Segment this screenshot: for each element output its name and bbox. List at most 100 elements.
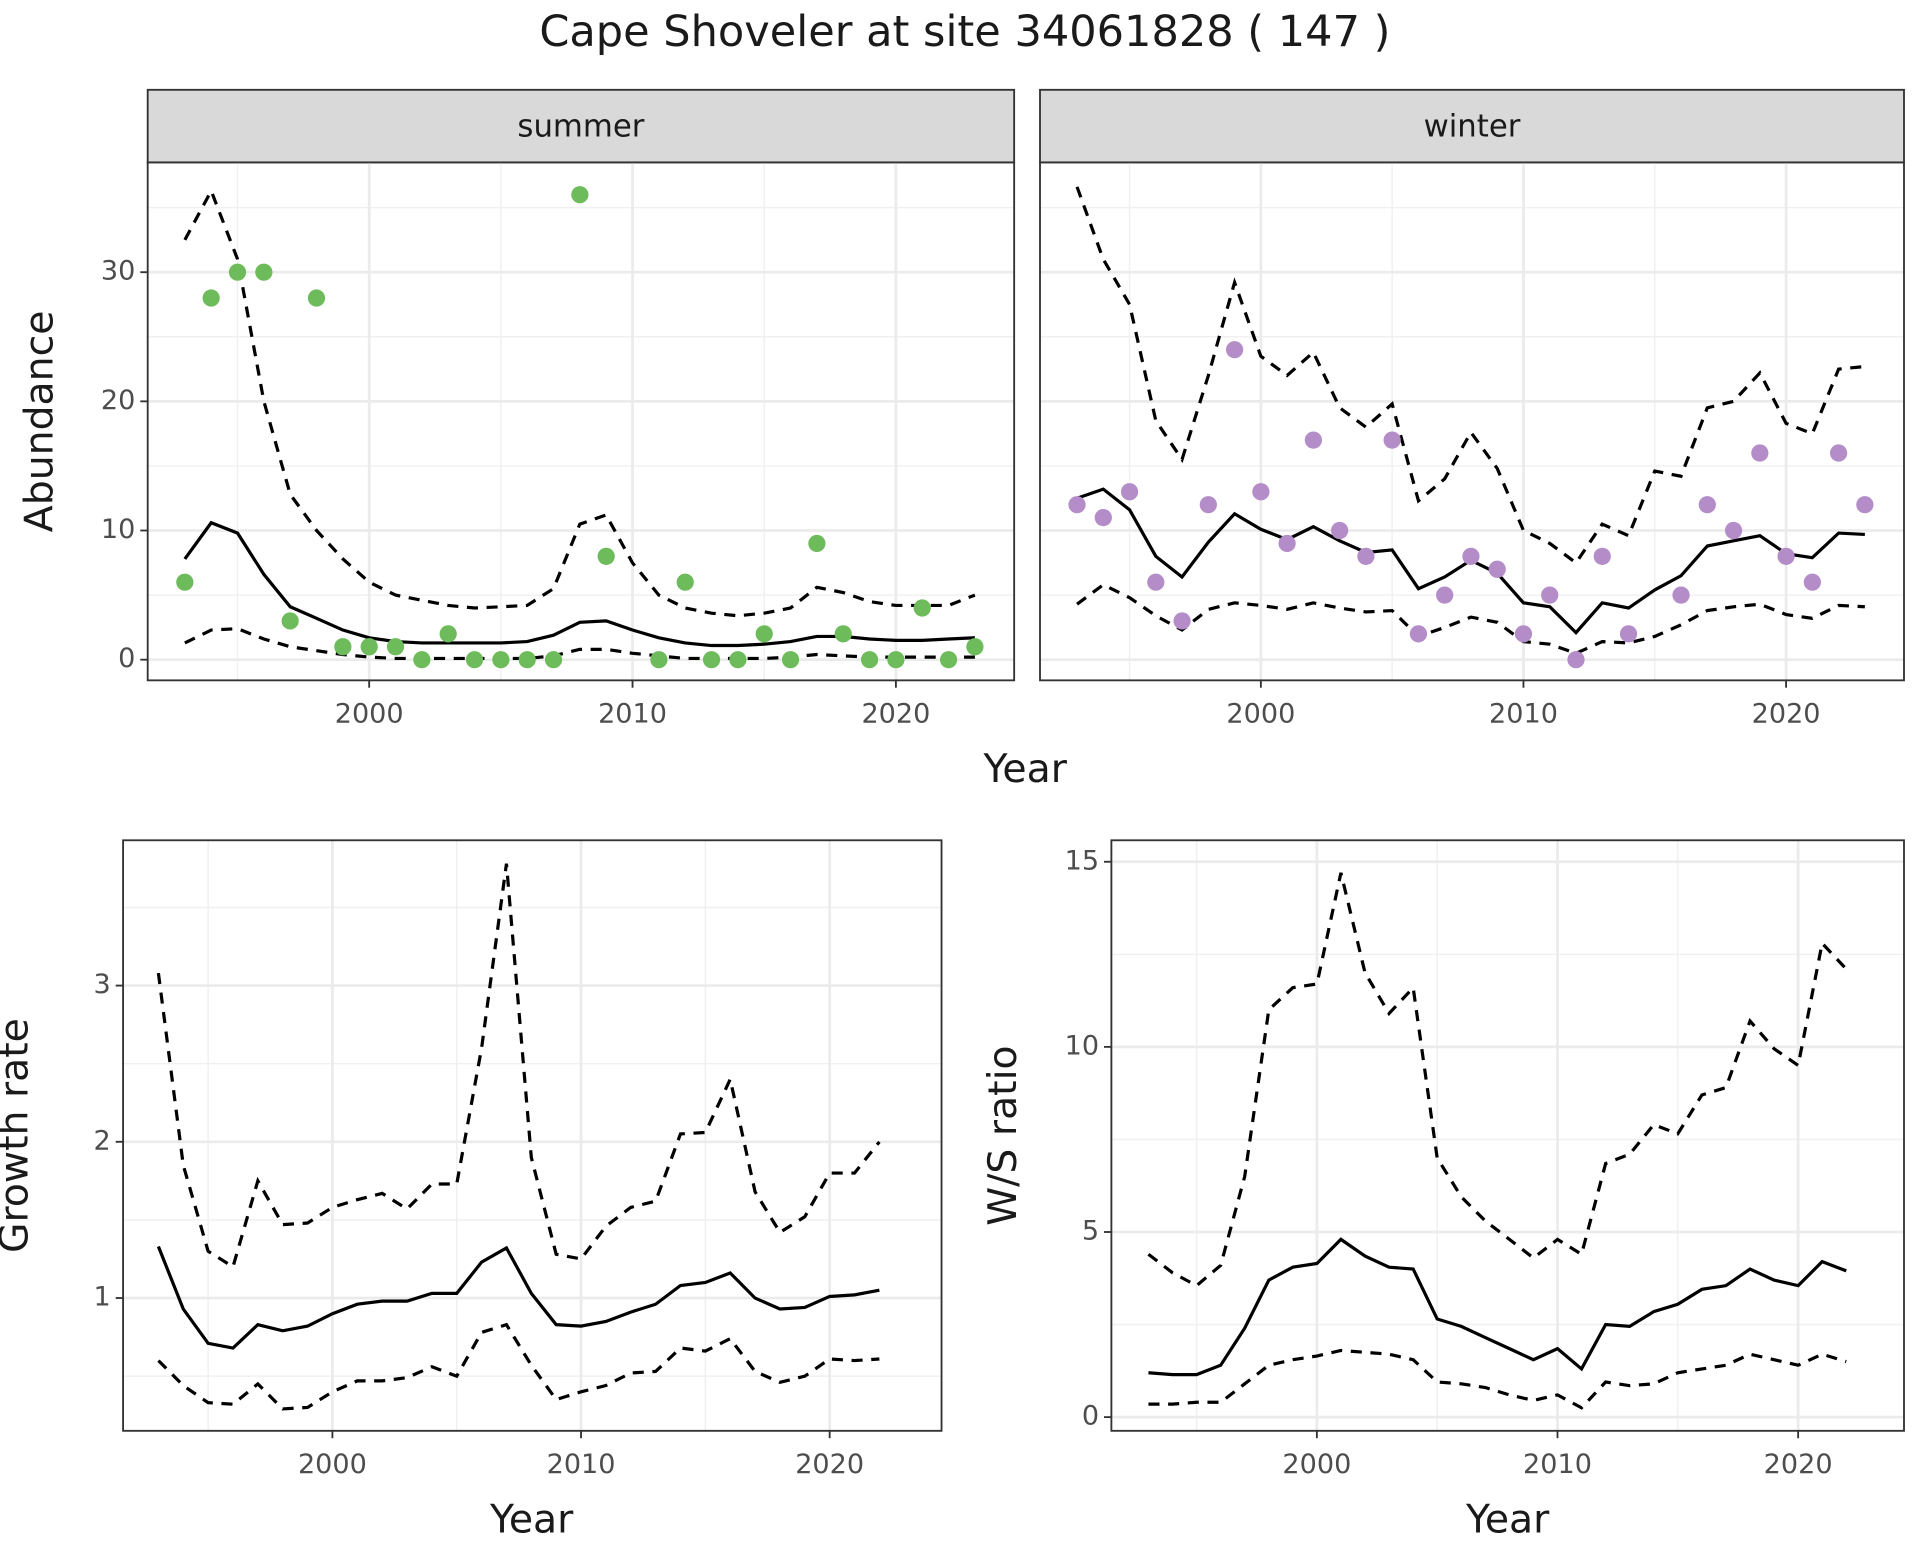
y-tick-label: 1 [94, 1282, 111, 1313]
observation-point [887, 651, 905, 669]
facet-strip [146, 88, 1016, 164]
x-tick-label: 2010 [1523, 1449, 1592, 1480]
observation-point [1619, 625, 1638, 643]
observation-point [386, 638, 405, 656]
observation-point [676, 573, 694, 591]
x-tick-label: 2020 [1752, 698, 1821, 729]
observation-point [439, 625, 457, 643]
observation-point [939, 651, 958, 669]
panel-border [146, 161, 1016, 682]
observation-point [518, 651, 536, 669]
observation-point [650, 651, 668, 669]
x-tick-label: 2000 [1226, 698, 1295, 729]
observation-point [1436, 586, 1454, 604]
observation-point [1514, 625, 1533, 643]
observation-point [834, 625, 852, 643]
observation-point [202, 289, 220, 307]
lower-bound-line [1148, 1348, 1847, 1410]
x-tick-label: 2010 [547, 1449, 616, 1480]
x-tick-label: 2010 [1489, 698, 1558, 729]
y-tick-label: 5 [1082, 1216, 1099, 1247]
observation-point [1803, 573, 1821, 591]
observation-point [1225, 341, 1244, 359]
observation-point [860, 651, 879, 669]
y-tick-label: 20 [101, 385, 135, 416]
observation-point [228, 263, 247, 281]
observation-point [465, 651, 484, 669]
observation-point [1541, 586, 1559, 604]
y-axis-label: Abundance [16, 311, 62, 533]
y-tick-label: 30 [101, 256, 135, 287]
observation-point [1829, 444, 1848, 462]
panel-border [1039, 161, 1905, 682]
mean-line [183, 520, 975, 648]
lower-bound-line [157, 1322, 880, 1411]
upper-bound-line [156, 863, 881, 1270]
observation-point [1672, 586, 1690, 604]
observation-point [1173, 612, 1191, 630]
observation-point [1304, 431, 1322, 449]
y-tick-label: 15 [1065, 845, 1099, 876]
observation-point [1120, 483, 1139, 501]
observation-point [913, 599, 931, 617]
observation-point [755, 625, 773, 643]
observation-point [571, 186, 589, 204]
observation-point [1147, 573, 1165, 591]
upper-bound-line [1075, 186, 1866, 566]
observation-point [1409, 625, 1428, 643]
panel-border [122, 839, 943, 1432]
lower-bound-line [1076, 582, 1865, 655]
observation-point [1331, 521, 1349, 540]
facet-label: summer [517, 108, 644, 144]
x-tick-label: 2020 [1764, 1449, 1833, 1480]
observation-point [1567, 651, 1585, 669]
panel-border [1110, 839, 1905, 1432]
upper-bound-line [1147, 872, 1848, 1288]
y-tick-label: 2 [94, 1125, 111, 1156]
observation-point [1252, 483, 1270, 501]
y-tick-label: 10 [101, 514, 135, 545]
x-axis-label: Year [489, 1496, 574, 1542]
upper-bound-line [183, 186, 976, 618]
observation-point [1357, 547, 1375, 565]
observation-point [808, 534, 826, 553]
x-tick-label: 2000 [1282, 1449, 1351, 1480]
mean-line [156, 1245, 880, 1350]
figure-title: Cape Shoveler at site 34061828 ( 147 ) [539, 7, 1390, 57]
y-axis-label: W/S ratio [980, 1045, 1026, 1225]
observation-point [307, 289, 326, 307]
x-tick-label: 2000 [298, 1449, 367, 1480]
observation-point [702, 651, 721, 669]
y-tick-label: 0 [118, 643, 135, 674]
x-axis-label: Year [983, 746, 1068, 792]
y-tick-label: 10 [1065, 1030, 1099, 1061]
observation-point [1777, 547, 1795, 565]
observation-point [1593, 547, 1611, 565]
observation-point [334, 638, 352, 656]
facet-strip [1039, 88, 1905, 164]
observation-point [176, 573, 194, 591]
observation-point [492, 651, 510, 669]
observation-point [1724, 521, 1743, 540]
observation-point [281, 612, 299, 630]
observation-point [1751, 444, 1769, 462]
observation-point [1199, 496, 1217, 514]
observation-point [1383, 431, 1401, 449]
x-tick-label: 2020 [861, 698, 930, 729]
x-tick-label: 2010 [598, 698, 667, 729]
lower-bound-line [184, 627, 975, 661]
observation-point [781, 651, 800, 669]
facet-label: winter [1424, 108, 1521, 144]
y-tick-label: 0 [1082, 1401, 1099, 1432]
y-axis-label: Growth rate [0, 1018, 38, 1253]
x-tick-label: 2000 [335, 698, 404, 729]
observation-point [544, 651, 563, 669]
observation-point [966, 638, 984, 656]
x-tick-label: 2020 [795, 1449, 864, 1480]
observation-point [1856, 496, 1874, 514]
observation-point [1462, 547, 1480, 565]
observation-point [1068, 496, 1086, 514]
x-axis-label: Year [1465, 1496, 1550, 1542]
observation-point [360, 638, 378, 656]
